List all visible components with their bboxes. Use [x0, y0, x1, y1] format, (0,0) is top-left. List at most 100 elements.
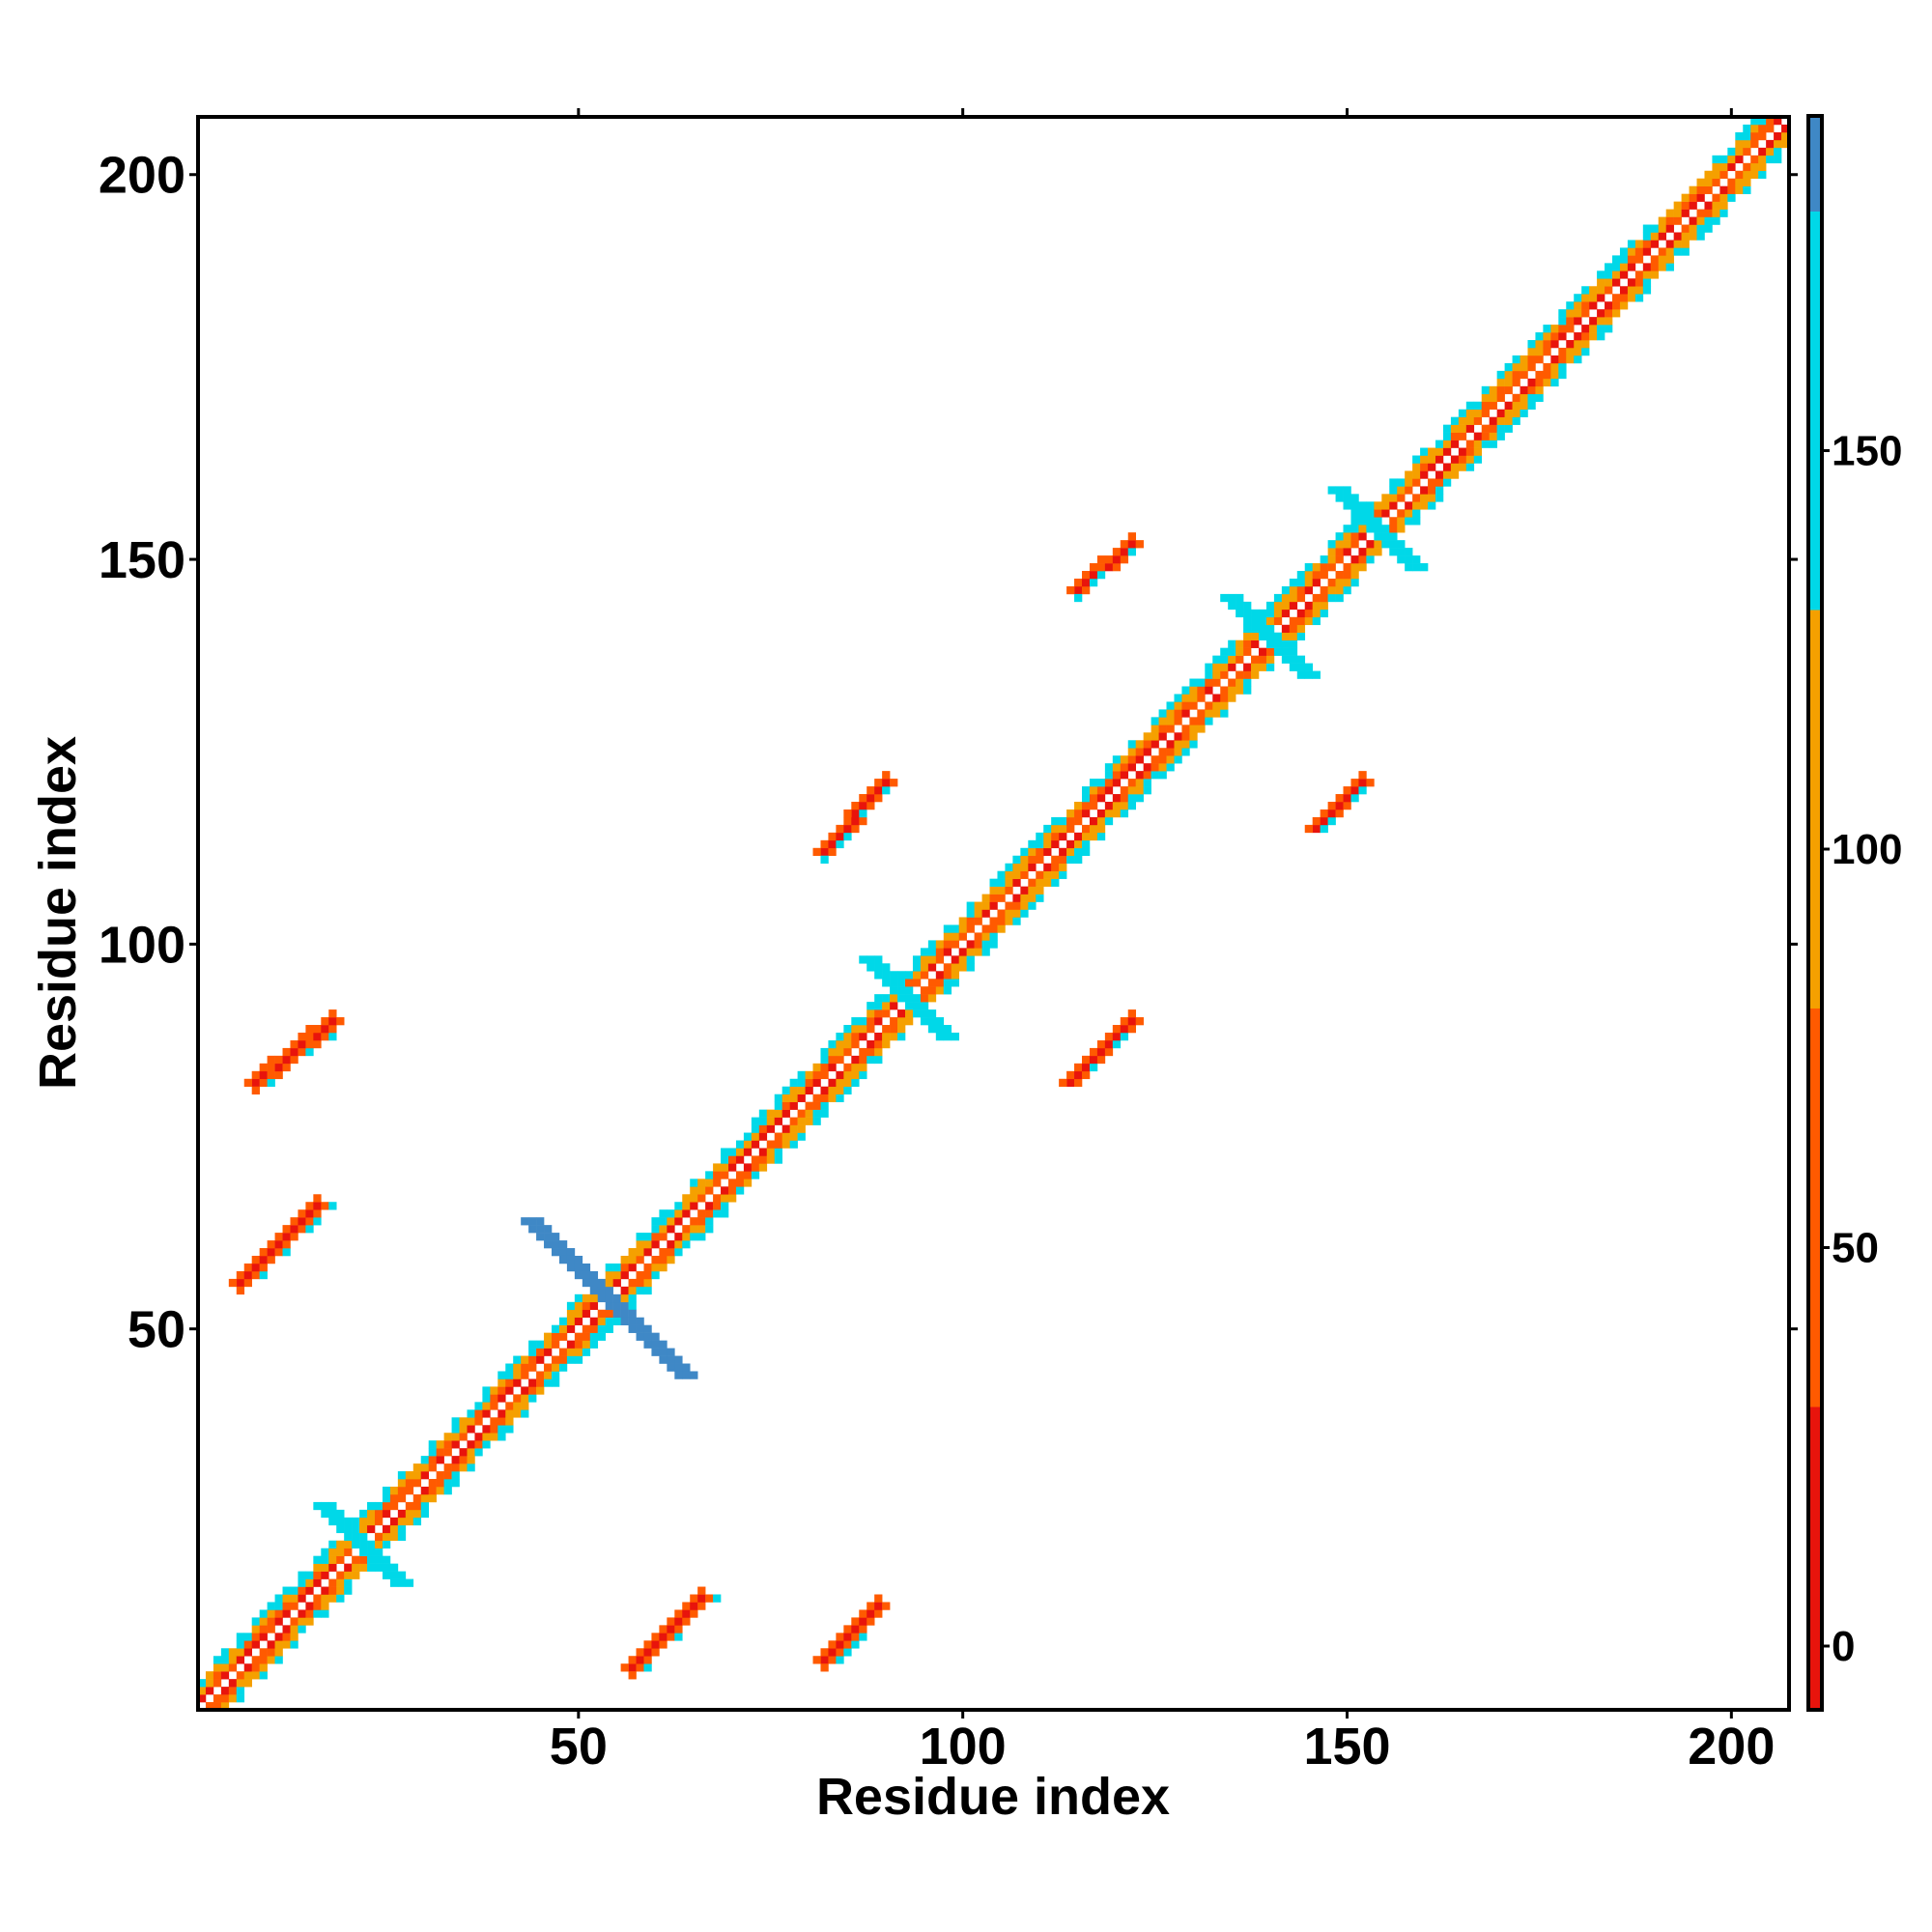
heatmap-cell [612, 1278, 621, 1288]
heatmap-cell [582, 1301, 591, 1311]
heatmap-cell [352, 1532, 360, 1542]
heatmap-cell [1096, 816, 1106, 826]
heatmap-cell [1535, 385, 1544, 395]
heatmap-cell [305, 1617, 314, 1626]
heatmap-cell [1158, 748, 1167, 756]
heatmap-cell [1158, 755, 1167, 764]
heatmap-cell [1681, 232, 1690, 241]
heatmap-cell [220, 1694, 230, 1703]
heatmap-cell [1605, 317, 1613, 326]
heatmap-cell [820, 1070, 829, 1080]
heatmap-cell [1251, 616, 1260, 626]
heatmap-cell [1327, 578, 1336, 587]
heatmap-cell [667, 1217, 675, 1226]
heatmap-cell [1374, 517, 1382, 526]
heatmap-cell [766, 1140, 776, 1149]
heatmap-cell [1143, 786, 1151, 795]
heatmap-cell [467, 1425, 475, 1434]
heatmap-cell [1059, 816, 1067, 826]
heatmap-cell [474, 1402, 483, 1410]
heatmap-cell [321, 1594, 329, 1603]
heatmap-cell [1151, 732, 1159, 741]
heatmap-cell [966, 909, 975, 918]
heatmap-cell [1143, 748, 1151, 756]
x-axis-title: Residue index [816, 1768, 1170, 1826]
heatmap-cell [528, 1217, 537, 1226]
heatmap-cell [1228, 686, 1236, 695]
heatmap-cell [1558, 370, 1567, 380]
heatmap-cell [582, 1309, 591, 1319]
heatmap-cell [1612, 263, 1621, 271]
heatmap-cell [1420, 447, 1429, 456]
heatmap-cell [667, 1209, 675, 1218]
heatmap-cell [420, 1501, 429, 1511]
heatmap-cell [1520, 401, 1528, 411]
heatmap-cell [1450, 432, 1460, 440]
heatmap-cell [659, 1217, 668, 1226]
heatmap-cell [566, 1355, 576, 1364]
heatmap-cell [758, 1155, 768, 1164]
heatmap-cell [497, 1394, 506, 1403]
heatmap-cell [636, 1648, 644, 1657]
heatmap-cell [1197, 678, 1206, 687]
heatmap-cell [1059, 855, 1067, 865]
heatmap-cell [451, 1417, 460, 1426]
heatmap-cell [1435, 447, 1444, 456]
heatmap-cell [1758, 124, 1767, 133]
heatmap-cell [843, 832, 852, 841]
heatmap-cell [1082, 847, 1091, 857]
heatmap-cell [836, 1055, 844, 1065]
heatmap-cell [667, 1625, 675, 1634]
heatmap-cell [490, 1417, 498, 1426]
heatmap-cell [843, 1032, 852, 1041]
heatmap-cell [313, 1202, 322, 1210]
heatmap-cell [420, 1493, 429, 1503]
heatmap-cell [259, 1633, 268, 1641]
heatmap-cell [1158, 724, 1167, 733]
heatmap-cell [1089, 794, 1098, 803]
heatmap-cell [1189, 686, 1198, 695]
heatmap-cell [1397, 555, 1406, 564]
heatmap-cell [1335, 548, 1344, 556]
heatmap-cell [912, 971, 922, 980]
heatmap-cell [1181, 686, 1190, 695]
heatmap-cell [1374, 509, 1382, 518]
heatmap-cell [920, 986, 929, 995]
heatmap-cell [1043, 870, 1052, 879]
heatmap-cell [1151, 763, 1159, 772]
heatmap-cell [1589, 294, 1598, 302]
heatmap-cell [1020, 886, 1029, 895]
heatmap-cell [705, 1217, 714, 1226]
heatmap-cell [1350, 540, 1359, 549]
heatmap-cell [643, 1640, 652, 1649]
heatmap-cell [682, 1371, 691, 1379]
heatmap-cell [544, 1378, 553, 1387]
heatmap-cell [1343, 486, 1351, 495]
heatmap-cell [436, 1479, 444, 1488]
heatmap-cell [890, 779, 898, 787]
heatmap-cell [397, 1471, 407, 1480]
heatmap-cell [743, 1179, 753, 1187]
heatmap-cell [605, 1270, 613, 1280]
heatmap-cell [1743, 178, 1751, 186]
heatmap-cell [1074, 809, 1083, 818]
heatmap-cell [1389, 501, 1398, 510]
heatmap-cell [859, 801, 867, 810]
heatmap-cell [1442, 470, 1452, 479]
heatmap-cell [574, 1263, 583, 1272]
heatmap-cell [328, 1025, 337, 1034]
heatmap-cell [1420, 486, 1429, 495]
heatmap-cell [1265, 655, 1275, 664]
heatmap-cell [935, 940, 945, 949]
heatmap-cell [1104, 809, 1114, 818]
heatmap-cell [1435, 478, 1444, 487]
x-tick-label: 150 [1303, 1718, 1390, 1776]
heatmap-cell [1627, 286, 1636, 295]
heatmap-cell [920, 994, 929, 1003]
heatmap-cell [851, 824, 860, 834]
heatmap-cell [1289, 663, 1298, 671]
heatmap-cell [1504, 409, 1513, 417]
heatmap-cell [1112, 809, 1122, 818]
heatmap-cell [605, 1286, 613, 1295]
heatmap-cell [336, 1571, 345, 1579]
